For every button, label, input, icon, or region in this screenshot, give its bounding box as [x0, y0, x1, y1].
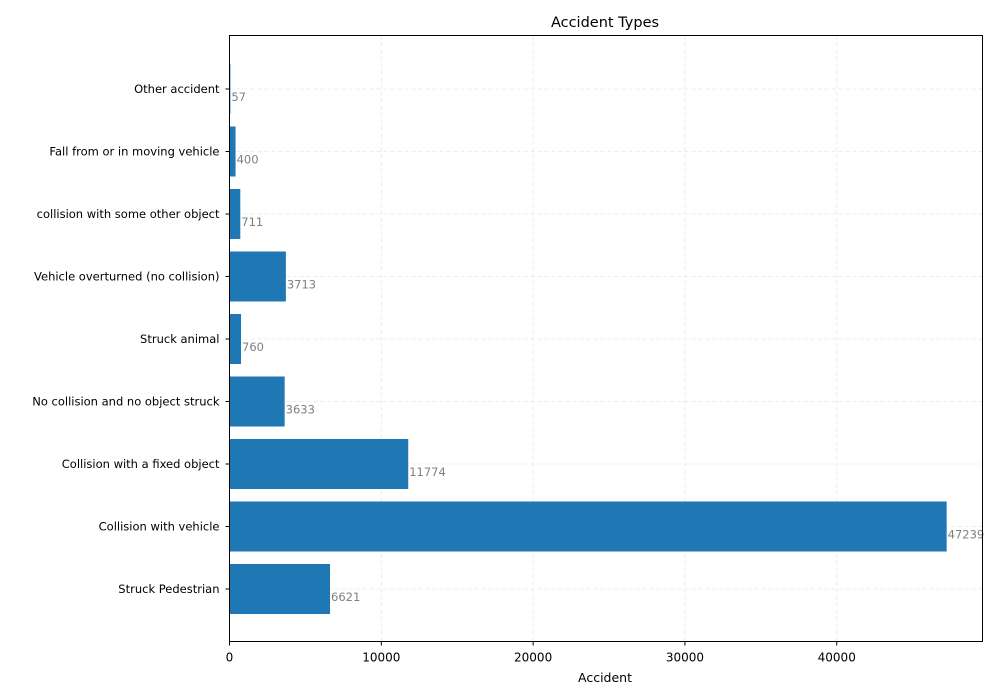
category-label: No collision and no object struck	[32, 395, 220, 409]
x-tick-label: 0	[226, 651, 234, 665]
data-label: 3713	[287, 278, 316, 292]
bar	[230, 439, 409, 489]
bar	[230, 189, 241, 239]
data-label: 711	[241, 215, 263, 229]
category-label: Other accident	[134, 82, 220, 96]
category-label: Vehicle overturned (no collision)	[34, 270, 219, 284]
bar	[230, 502, 947, 552]
category-label: Struck Pedestrian	[118, 582, 219, 596]
bar	[230, 377, 285, 427]
x-axis: 0 10000 20000 30000 40000	[226, 642, 856, 665]
x-tick-label: 30000	[666, 651, 704, 665]
bar	[230, 564, 331, 614]
data-label: 760	[242, 340, 264, 354]
data-label: 47239	[948, 528, 985, 542]
data-label: 400	[237, 153, 259, 167]
data-label: 6621	[331, 590, 360, 604]
category-label: collision with some other object	[37, 207, 220, 221]
x-axis-label: Accident	[578, 670, 632, 685]
bar	[230, 314, 242, 364]
bar	[230, 127, 236, 177]
x-tick-label: 10000	[362, 651, 400, 665]
data-label: 11774	[409, 465, 446, 479]
category-label: Struck animal	[140, 332, 219, 346]
data-label: 57	[231, 90, 246, 104]
bar	[230, 252, 286, 302]
x-tick-label: 40000	[818, 651, 856, 665]
category-label: Fall from or in moving vehicle	[49, 145, 219, 159]
chart-title: Accident Types	[551, 15, 659, 31]
y-axis: Struck Pedestrian Collision with vehicle C…	[32, 82, 229, 596]
category-label: Collision with vehicle	[99, 520, 220, 534]
x-tick-label: 20000	[514, 651, 552, 665]
category-label: Collision with a fixed object	[62, 457, 220, 471]
data-label: 3633	[286, 403, 315, 417]
